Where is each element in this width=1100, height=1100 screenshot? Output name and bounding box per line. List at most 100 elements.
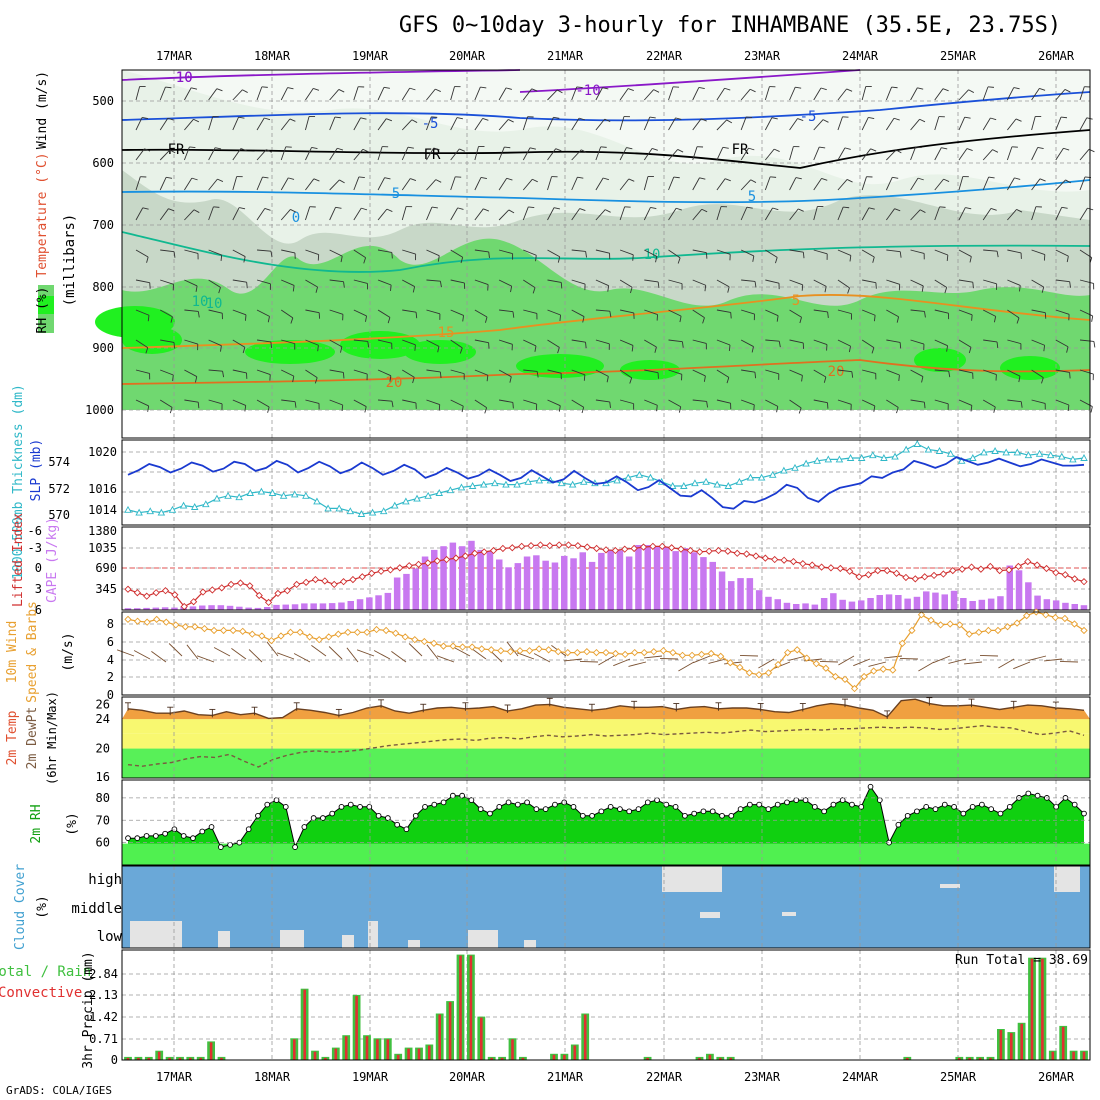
wind-barb: [208, 88, 218, 101]
precip-convective-bar: [126, 1057, 130, 1060]
rh-marker: [709, 808, 716, 815]
wind-barb-flag: [167, 117, 174, 121]
cloud-fraction-block: [408, 940, 420, 948]
wind-barb-flag: [939, 206, 946, 208]
wind-barb-flag: [630, 287, 633, 294]
wind-barb: [886, 249, 901, 253]
wind-barb: [1055, 339, 1069, 348]
cloud-background: [122, 866, 1090, 948]
wind-barb: [692, 208, 703, 221]
wind-barb-flag: [770, 176, 777, 178]
wind-speed-marker: [344, 628, 352, 636]
lifted-index-marker: [264, 598, 273, 607]
wind-barb: [571, 279, 586, 285]
wind-speed-marker: [1003, 623, 1012, 631]
wind-barb-flag: [987, 86, 994, 88]
date-label-bottom: 24MAR: [842, 1070, 879, 1084]
lifted-index-marker: [1014, 562, 1023, 571]
wind-barb-flag: [579, 208, 586, 212]
wind-barb-flag: [629, 377, 633, 384]
wind-barb-flag: [412, 286, 416, 293]
wind-barb: [547, 279, 562, 283]
wind-speed-marker: [516, 647, 524, 655]
wind-barb: [958, 249, 972, 257]
rh-marker: [459, 792, 465, 799]
wind-barb: [1079, 279, 1094, 284]
wind-barb: [377, 369, 392, 377]
rh-marker: [793, 797, 800, 803]
wind-speed-marker: [975, 628, 983, 636]
wind-barb-flag: [173, 251, 176, 258]
wind-speed-marker: [219, 626, 228, 635]
wind-barb-flag: [510, 286, 513, 293]
thickness-marker: [324, 504, 332, 512]
wind-barb-flag: [678, 406, 682, 413]
wind-barb: [208, 399, 223, 405]
rh-marker: [895, 821, 902, 828]
wind-barb: [813, 279, 827, 287]
contour-label: -5: [800, 109, 817, 125]
wind-barb: [353, 207, 362, 221]
ylabel-cloud: Cloud Cover: [13, 864, 28, 950]
wind-barb: [1006, 87, 1015, 101]
wind-barb-flag: [992, 149, 999, 153]
wind-barb: [958, 176, 964, 191]
wind-barb-10m: [933, 655, 951, 664]
cape-bar: [923, 591, 930, 610]
wind-barb-flag: [972, 282, 974, 289]
wind-speed-marker: [267, 636, 276, 645]
wind-speed-marker: [325, 633, 333, 641]
precip-convective-bar: [157, 1051, 161, 1060]
wind-barb: [934, 399, 949, 405]
wind-barb: [305, 339, 319, 346]
wind-barb-flag: [631, 345, 634, 352]
wind-barb-flag: [360, 117, 367, 120]
cape-bar: [199, 605, 206, 610]
wind-speed-marker: [764, 669, 773, 677]
wind-barb: [741, 369, 756, 373]
wind-barb-flag: [337, 147, 344, 151]
wind-barb: [789, 369, 803, 376]
wind-barb: [160, 279, 174, 285]
rh-marker: [932, 806, 939, 812]
thickness-marker: [680, 482, 688, 489]
wind-barb-flag: [752, 255, 755, 262]
wind-speed-marker: [717, 652, 725, 660]
wind-barb: [764, 86, 770, 101]
wind-barb-flag: [222, 371, 225, 378]
rh-low-band: [122, 843, 1090, 865]
wind-barb: [232, 339, 246, 348]
wind-barb-flag: [431, 116, 438, 118]
thickness-marker: [524, 477, 532, 485]
y-tick-cape: 690: [95, 561, 117, 575]
wind-barb: [1055, 309, 1070, 315]
lifted-index-marker: [255, 591, 263, 600]
wind-barb-flag: [364, 406, 367, 413]
wind-barb: [474, 309, 488, 318]
precip-convective-bar: [563, 1054, 566, 1060]
wind-speed-marker: [1042, 611, 1050, 619]
wind-barb: [643, 116, 651, 131]
wind-speed-marker: [133, 617, 142, 625]
wind-barb: [837, 116, 843, 131]
cape-bar: [663, 546, 670, 610]
rh-marker: [1025, 790, 1032, 797]
wind-barb: [982, 86, 989, 101]
wind-barb: [1031, 178, 1041, 191]
wind-barb-flag: [340, 256, 343, 263]
ylabel-wind-b: Speed & Barbs: [25, 601, 40, 703]
wind-barb-flag: [749, 88, 756, 93]
wind-barb: [1031, 339, 1045, 346]
wind-speed-marker: [678, 651, 687, 659]
wind-barb: [571, 369, 586, 376]
wind-barb-flag: [558, 405, 561, 412]
thickness-marker: [290, 490, 299, 498]
wind-barb: [159, 309, 173, 318]
rh-marker: [802, 797, 809, 803]
lifted-index-marker: [218, 584, 226, 592]
rh-marker: [255, 812, 261, 819]
wind-barb: [377, 208, 388, 221]
wind-barb: [740, 88, 751, 101]
wind-barb: [886, 399, 899, 408]
wind-barb: [668, 86, 674, 101]
